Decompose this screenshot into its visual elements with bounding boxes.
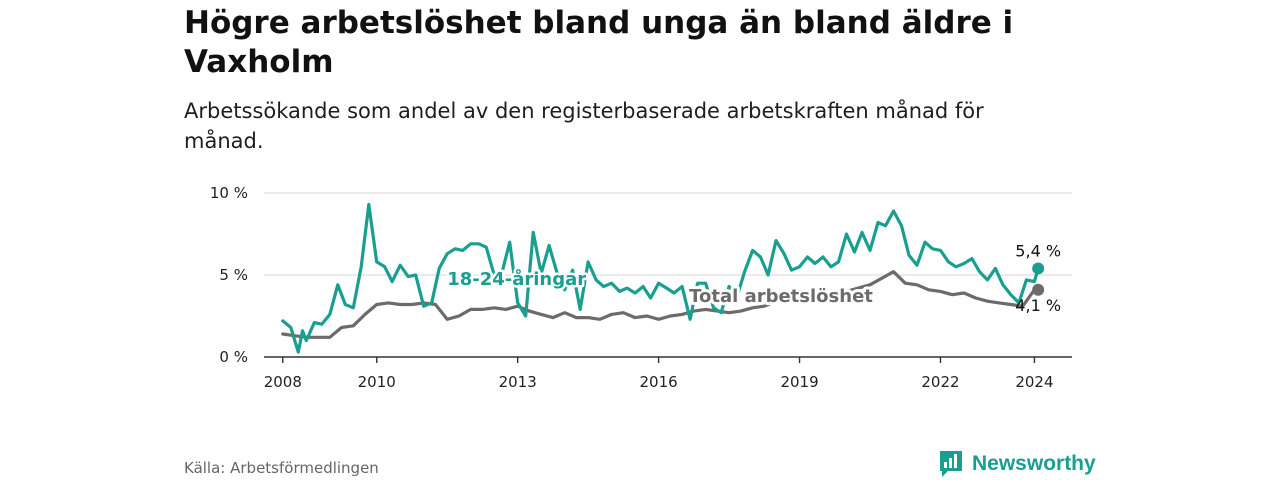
chart-title: Högre arbetslöshet bland unga än bland ä… [184,5,1014,80]
x-tick-label: 2019 [780,373,818,391]
legend-label-young: 18-24-åringar [447,268,586,290]
brand-logo: Newsworthy [938,449,1096,479]
end-label-total: 4,1 % [1015,296,1061,315]
x-tick-label: 2022 [921,373,959,391]
x-tick-label: 2013 [499,373,537,391]
x-tick-label: 2016 [640,373,678,391]
y-tick-label: 0 % [219,348,248,366]
y-tick-label: 5 % [219,266,248,284]
legend-label-total: Total arbetslöshet [689,286,873,307]
series-line-young [281,202,1040,354]
brand-name: Newsworthy [972,452,1096,475]
line-chart: 0 % 5 % 10 % 2008 2010 2013 2016 2019 2022 2024 5,… [210,184,1072,391]
end-label-young: 5,4 % [1015,241,1061,260]
x-tick-label: 2008 [264,373,302,391]
y-tick-label: 10 % [210,184,248,202]
newsworthy-icon [940,451,962,477]
x-tick-label: 2024 [1015,373,1053,391]
end-point-total [1032,283,1045,296]
x-tick-label: 2010 [358,373,396,391]
chart-subtitle: Arbetssökande som andel av den registerb… [184,99,984,153]
end-point-young [1032,262,1045,275]
source-note: Källa: Arbetsförmedlingen [184,459,379,477]
series-line-total [281,270,1040,339]
